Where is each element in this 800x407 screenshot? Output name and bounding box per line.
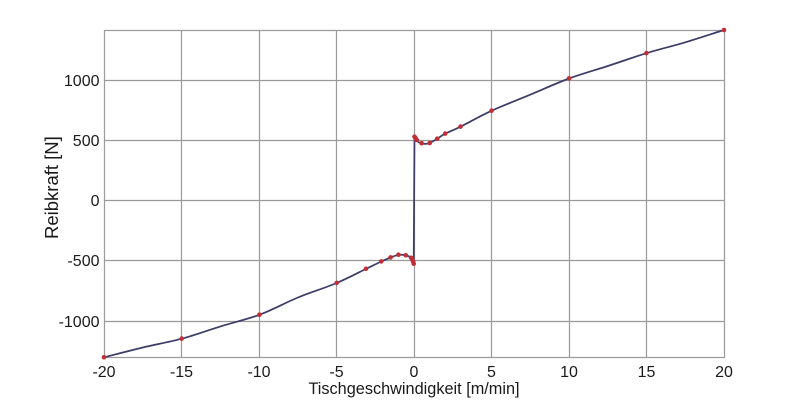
svg-text:-500: -500	[67, 253, 99, 270]
svg-text:500: 500	[73, 133, 100, 150]
svg-text:-1000: -1000	[59, 314, 100, 331]
svg-text:-5: -5	[329, 364, 343, 381]
svg-text:1000: 1000	[64, 73, 100, 90]
svg-text:0: 0	[91, 193, 100, 210]
svg-text:-10: -10	[247, 364, 270, 381]
svg-text:10: 10	[560, 364, 578, 381]
svg-text:0: 0	[410, 364, 419, 381]
svg-text:-15: -15	[170, 364, 193, 381]
svg-text:15: 15	[638, 364, 656, 381]
svg-text:-20: -20	[92, 364, 115, 381]
svg-text:5: 5	[487, 364, 496, 381]
svg-text:Tischgeschwindigkeit [m/min]: Tischgeschwindigkeit [m/min]	[308, 380, 519, 398]
svg-text:20: 20	[715, 364, 733, 381]
svg-text:Reibkraft [N]: Reibkraft [N]	[41, 136, 62, 239]
